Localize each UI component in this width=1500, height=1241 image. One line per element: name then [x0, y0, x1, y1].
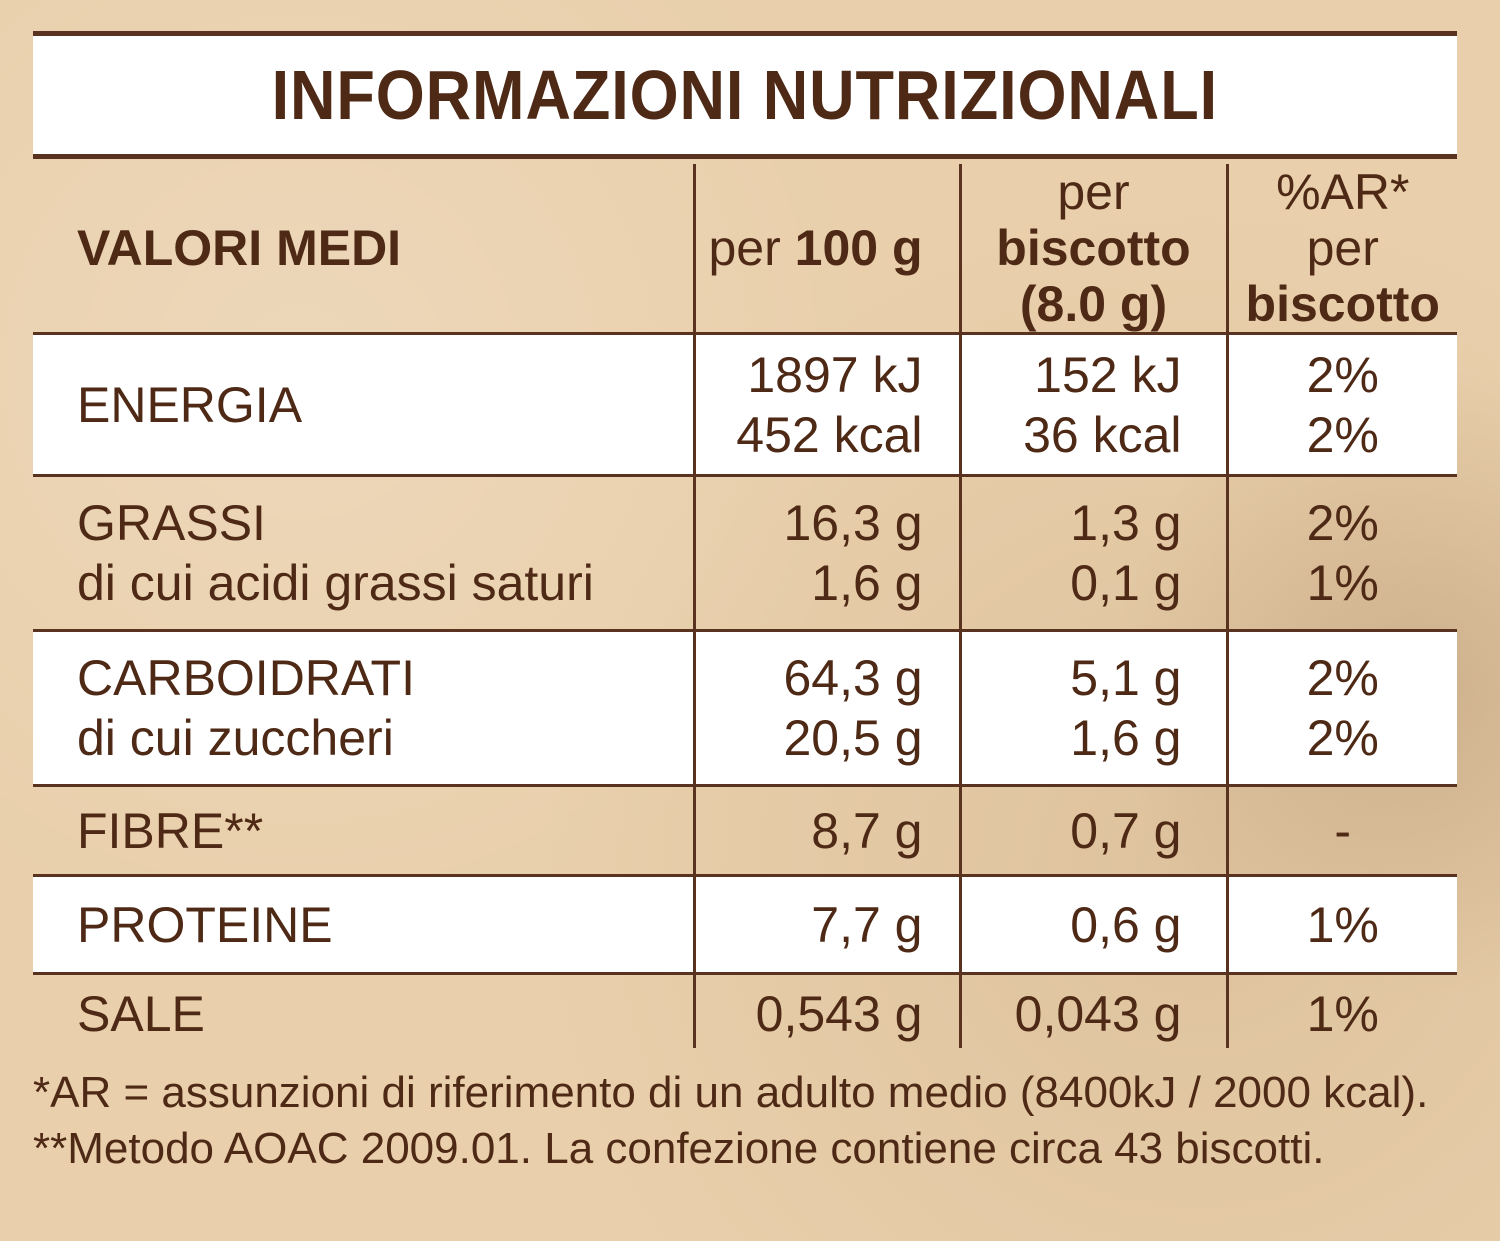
table-row-energia: ENERGIA 1897 kJ 452 kcal 152 kJ 36 kcal …: [33, 332, 1457, 476]
title-bar: INFORMAZIONI NUTRIZIONALI: [33, 31, 1457, 159]
grassi-ar-value: 2%: [1306, 495, 1379, 551]
carboidrati-per-100g: 64,3 g 20,5 g: [692, 629, 960, 786]
header-per-100g: per 100 g: [692, 164, 960, 334]
grassi-per-biscotto-value: 1,3 g: [1070, 495, 1182, 551]
header-ar-title: %AR*: [1276, 164, 1410, 220]
grassi-per-100g: 16,3 g 1,6 g: [692, 474, 960, 631]
fibre-per-100g: 8,7 g: [692, 784, 960, 876]
nutrition-label: INFORMAZIONI NUTRIZIONALI VALORI MEDI pe…: [33, 31, 1457, 1048]
row-label-proteine: PROTEINE: [33, 874, 694, 974]
zuccheri-per-biscotto-value: 1,6 g: [1070, 710, 1182, 766]
header-per-100g-bold: 100 g: [794, 220, 923, 276]
header-per-100g-prefix: per: [708, 220, 795, 276]
grassi-per-100g-value: 16,3 g: [783, 495, 923, 551]
row-label-sale: SALE: [33, 972, 694, 1048]
table-row-sale: SALE 0,543 g 0,043 g 1%: [33, 972, 1457, 1048]
row-label-energia: ENERGIA: [33, 332, 694, 476]
energia-per-biscotto-kj: 152 kJ: [1034, 346, 1182, 403]
energia-per-100g-kcal: 452 kcal: [736, 406, 923, 463]
sale-ar: 1%: [1225, 972, 1457, 1048]
proteine-ar: 1%: [1225, 874, 1457, 974]
sale-per-biscotto: 0,043 g: [958, 972, 1227, 1048]
header-valori-medi: VALORI MEDI: [77, 220, 402, 276]
fibre-ar: -: [1225, 784, 1457, 876]
energia-per-biscotto: 152 kJ 36 kcal: [958, 332, 1227, 476]
carboidrati-per-biscotto-value: 5,1 g: [1070, 650, 1182, 706]
energia-per-100g: 1897 kJ 452 kcal: [692, 332, 960, 476]
row-label-grassi: GRASSI di cui acidi grassi saturi: [33, 474, 694, 631]
saturi-per-100g-value: 1,6 g: [811, 555, 923, 611]
table-row-proteine: PROTEINE 7,7 g 0,6 g 1%: [33, 874, 1457, 974]
carboidrati-per-100g-value: 64,3 g: [783, 650, 923, 706]
carboidrati-ar-value: 2%: [1306, 650, 1379, 706]
header-ar: %AR* per biscotto: [1225, 164, 1457, 334]
energia-ar-kcal: 2%: [1306, 406, 1379, 463]
row-label-carboidrati: CARBOIDRATI di cui zuccheri: [33, 629, 694, 786]
header-per-biscotto: per biscotto (8.0 g): [958, 164, 1227, 334]
saturi-per-biscotto-value: 0,1 g: [1070, 555, 1182, 611]
zuccheri-per-100g-value: 20,5 g: [783, 710, 923, 766]
energia-per-100g-kj: 1897 kJ: [747, 346, 923, 403]
proteine-per-biscotto: 0,6 g: [958, 874, 1227, 974]
table-row-fibre: FIBRE** 8,7 g 0,7 g -: [33, 784, 1457, 876]
carboidrati-label: CARBOIDRATI: [77, 650, 415, 706]
header-ar-prefix: per: [1306, 220, 1379, 276]
table-header-row: VALORI MEDI per 100 g per biscotto (8.0 …: [33, 164, 1457, 334]
proteine-per-100g: 7,7 g: [692, 874, 960, 974]
label-title: INFORMAZIONI NUTRIZIONALI: [271, 56, 1219, 134]
table-row-grassi: GRASSI di cui acidi grassi saturi 16,3 g…: [33, 474, 1457, 631]
carboidrati-ar: 2% 2%: [1225, 629, 1457, 786]
fibre-per-biscotto: 0,7 g: [958, 784, 1227, 876]
table-row-carboidrati: CARBOIDRATI di cui zuccheri 64,3 g 20,5 …: [33, 629, 1457, 786]
saturi-ar-value: 1%: [1306, 555, 1379, 611]
energia-ar: 2% 2%: [1225, 332, 1457, 476]
energia-ar-kj: 2%: [1306, 346, 1379, 403]
zuccheri-label: di cui zuccheri: [77, 710, 394, 766]
header-biscotto-weight: (8.0 g): [1019, 276, 1168, 332]
sale-per-100g: 0,543 g: [692, 972, 960, 1048]
carboidrati-per-biscotto: 5,1 g 1,6 g: [958, 629, 1227, 786]
grassi-per-biscotto: 1,3 g 0,1 g: [958, 474, 1227, 631]
grassi-ar: 2% 1%: [1225, 474, 1457, 631]
row-label-fibre: FIBRE**: [33, 784, 694, 876]
footnote-ar: *AR = assunzioni di riferimento di un ad…: [33, 1068, 1429, 1117]
footnotes: *AR = assunzioni di riferimento di un ad…: [33, 1065, 1463, 1177]
header-per-biscotto-bold: biscotto: [996, 220, 1191, 276]
grassi-saturi-label: di cui acidi grassi saturi: [77, 555, 594, 611]
header-per-biscotto-prefix: per: [1057, 164, 1130, 220]
grassi-label: GRASSI: [77, 495, 266, 551]
header-ar-bold: biscotto: [1245, 276, 1440, 332]
energia-per-biscotto-kcal: 36 kcal: [1023, 406, 1182, 463]
nutrition-table: VALORI MEDI per 100 g per biscotto (8.0 …: [33, 164, 1457, 1048]
footnote-method: **Metodo AOAC 2009.01. La confezione con…: [33, 1124, 1325, 1173]
zuccheri-ar-value: 2%: [1306, 710, 1379, 766]
